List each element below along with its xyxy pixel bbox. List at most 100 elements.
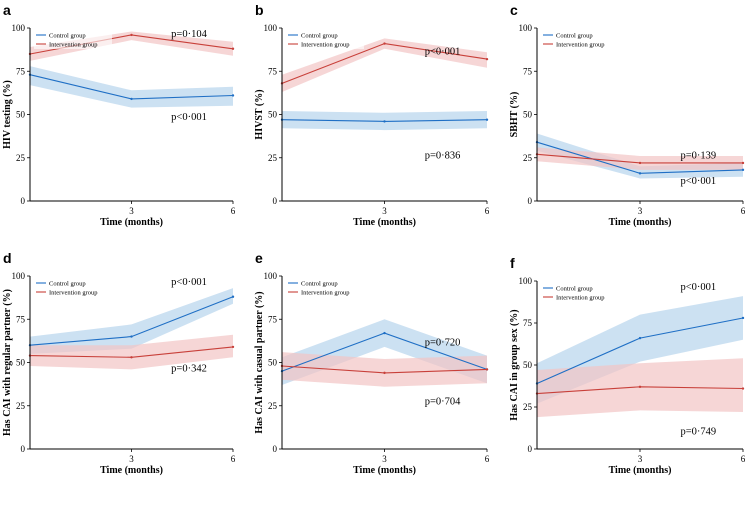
data-point-intervention bbox=[485, 57, 489, 61]
y-axis-label: HIV testing (%) bbox=[2, 80, 13, 149]
y-axis-label: SBHT (%) bbox=[509, 92, 520, 138]
confidence-band-control bbox=[30, 66, 233, 108]
legend-label: Control group bbox=[556, 32, 593, 39]
confidence-band-control bbox=[30, 288, 233, 354]
data-point-intervention bbox=[741, 387, 745, 390]
y-tick-label: 100 bbox=[264, 271, 278, 281]
x-tick-label: 3 bbox=[382, 206, 387, 216]
p-value-annotation: p=0·342 bbox=[171, 364, 207, 375]
y-tick-label: 100 bbox=[519, 23, 533, 33]
data-point-control bbox=[638, 172, 642, 175]
data-point-intervention bbox=[638, 385, 642, 389]
legend-label: Intervention group bbox=[301, 41, 350, 48]
legend: Control group Intervention group bbox=[541, 283, 619, 302]
panel-letter: d bbox=[3, 250, 12, 266]
y-tick-label: 50 bbox=[268, 358, 278, 368]
data-point-control bbox=[231, 295, 235, 298]
legend-box bbox=[34, 30, 112, 49]
y-axis-label: Has CAI with regular partner (%) bbox=[2, 289, 13, 436]
confidence-band-intervention bbox=[537, 147, 743, 170]
legend: Control group Intervention group bbox=[34, 278, 112, 297]
y-tick-label: 25 bbox=[16, 153, 26, 163]
legend-label: Intervention group bbox=[49, 41, 98, 48]
data-point-intervention bbox=[130, 33, 133, 37]
y-tick-label: 50 bbox=[523, 110, 533, 120]
p-value-annotation: p=0·104 bbox=[171, 29, 207, 40]
x-tick-label: 6 bbox=[231, 206, 236, 216]
x-axis-label: Time (months) bbox=[100, 465, 163, 476]
data-point-intervention bbox=[383, 42, 386, 45]
x-tick-label: 3 bbox=[382, 454, 387, 464]
data-point-intervention bbox=[231, 47, 235, 50]
y-tick-label: 25 bbox=[268, 401, 278, 411]
x-tick-label: 3 bbox=[129, 454, 134, 464]
data-point-control bbox=[485, 118, 489, 121]
p-value-annotation: p=0·836 bbox=[425, 150, 461, 161]
x-tick-label: 6 bbox=[231, 454, 236, 464]
data-point-intervention bbox=[130, 356, 133, 359]
x-axis-label: Time (months) bbox=[353, 217, 416, 228]
data-point-control bbox=[130, 335, 133, 338]
data-point-control bbox=[638, 336, 642, 340]
x-tick-label: 6 bbox=[485, 206, 490, 216]
p-value-annotation: p<0·001 bbox=[681, 282, 717, 293]
y-tick-label: 75 bbox=[268, 314, 278, 324]
x-axis-label: Time (months) bbox=[100, 217, 163, 228]
p-value-annotation: p<0·001 bbox=[171, 112, 207, 123]
panel-letter: c bbox=[510, 2, 518, 18]
y-tick-label: 25 bbox=[16, 401, 26, 411]
panel-b: b 0 25 50 75 100 3 6 Time (months) HIVST (%) p<0·0… bbox=[254, 2, 490, 228]
confidence-band-intervention bbox=[282, 352, 487, 387]
legend-label: Intervention group bbox=[556, 294, 605, 301]
p-value-annotation: p=0·749 bbox=[681, 427, 717, 438]
y-tick-label: 50 bbox=[16, 358, 26, 368]
legend-label: Control group bbox=[301, 32, 338, 39]
y-tick-label: 100 bbox=[12, 271, 26, 281]
x-tick-label: 6 bbox=[485, 454, 490, 464]
data-point-intervention bbox=[741, 161, 745, 165]
legend-box bbox=[541, 283, 619, 302]
y-axis-label: Has CAI in group sex (%) bbox=[509, 309, 520, 420]
panel-letter: f bbox=[510, 255, 515, 271]
p-value-annotation: p<0·001 bbox=[681, 176, 717, 187]
data-point-control bbox=[383, 120, 386, 123]
y-tick-label: 0 bbox=[21, 444, 26, 454]
y-axis-label: Has CAI with casual partner (%) bbox=[254, 291, 265, 433]
y-tick-label: 25 bbox=[268, 153, 278, 163]
legend-box bbox=[541, 30, 619, 49]
legend: Control group Intervention group bbox=[286, 30, 364, 49]
data-point-intervention bbox=[485, 368, 489, 371]
y-tick-label: 75 bbox=[16, 66, 26, 76]
y-tick-label: 75 bbox=[16, 314, 26, 324]
y-tick-label: 50 bbox=[523, 360, 533, 370]
x-tick-label: 3 bbox=[638, 206, 643, 216]
data-point-intervention bbox=[638, 161, 642, 165]
panel-e: e 0 25 50 75 100 3 6 Time (months) Has CAI with c… bbox=[254, 250, 490, 476]
legend: Control group Intervention group bbox=[286, 278, 364, 297]
confidence-band-intervention bbox=[30, 31, 233, 61]
legend-label: Control group bbox=[49, 32, 86, 39]
p-value-annotation: p<0·001 bbox=[171, 277, 207, 288]
panel-letter: b bbox=[255, 2, 264, 18]
y-tick-label: 100 bbox=[519, 276, 533, 286]
legend: Control group Intervention group bbox=[541, 30, 619, 49]
x-tick-label: 6 bbox=[741, 206, 746, 216]
y-tick-label: 50 bbox=[268, 110, 278, 120]
panel-letter: a bbox=[3, 2, 11, 18]
x-tick-label: 3 bbox=[638, 454, 643, 464]
data-point-control bbox=[383, 331, 386, 335]
legend-label: Control group bbox=[556, 285, 593, 292]
legend-box bbox=[34, 278, 112, 297]
p-value-annotation: p<0·001 bbox=[425, 46, 461, 57]
data-point-control bbox=[130, 97, 133, 101]
data-point-control bbox=[741, 168, 745, 172]
legend-label: Control group bbox=[49, 280, 86, 287]
p-value-annotation: p=0·704 bbox=[425, 397, 461, 408]
panel-d: d 0 25 50 75 100 3 6 Time (months) Has CAI with r… bbox=[2, 250, 236, 476]
panel-f: f 0 25 50 75 100 3 6 Time (months) Has CAI in gro… bbox=[509, 255, 746, 476]
panel-letter: e bbox=[255, 250, 263, 266]
y-axis-label: HIVST (%) bbox=[254, 89, 265, 139]
confidence-band-intervention bbox=[30, 334, 233, 370]
x-tick-label: 3 bbox=[129, 206, 134, 216]
y-tick-label: 100 bbox=[264, 23, 278, 33]
